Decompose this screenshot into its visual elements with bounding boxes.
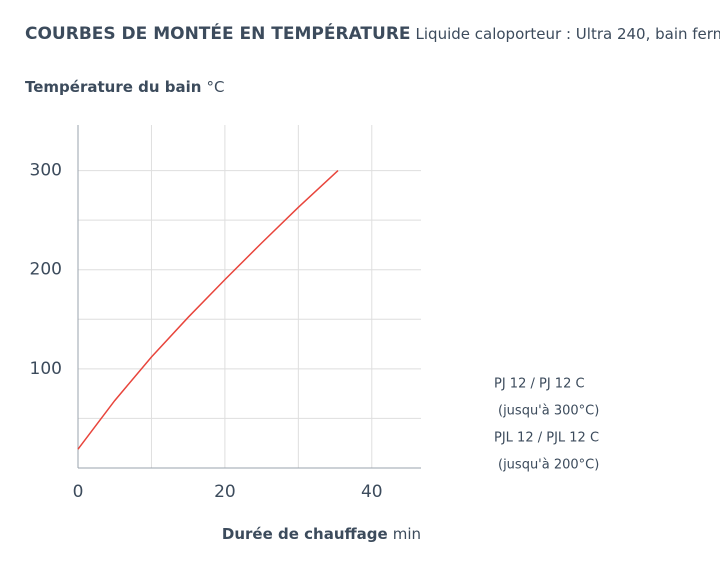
line xyxy=(77,170,339,450)
y-axis-label: Température du bain °C xyxy=(25,78,224,96)
x-tick-label: 40 xyxy=(361,482,383,502)
legend-note: (jusqu'à 200°C) xyxy=(498,458,599,473)
subtitle: Liquide caloporteur : Ultra 240, bain fe… xyxy=(416,25,720,43)
x-unit: min xyxy=(393,525,421,543)
y-label: Température du bain xyxy=(25,78,201,96)
legend-note: PJL 12 / PJL 12 C xyxy=(494,431,599,446)
x-label: Durée de chauffage xyxy=(222,525,388,543)
title: COURBES DE MONTÉE EN TEMPÉRATURE xyxy=(25,22,411,44)
y-tick-label: 300 xyxy=(30,161,62,181)
x-tick-label: 0 xyxy=(73,482,84,502)
x-tick-label: 20 xyxy=(214,482,236,502)
y-unit: °C xyxy=(206,78,224,96)
legend-note: PJ 12 / PJ 12 C xyxy=(494,377,585,392)
legend-note: (jusqu'à 300°C) xyxy=(498,404,599,419)
y-tick-label: 200 xyxy=(30,260,62,280)
x-axis-label: Durée de chauffage min xyxy=(222,525,421,543)
y-tick-label: 100 xyxy=(30,359,62,379)
chart-title: COURBES DE MONTÉE EN TEMPÉRATURE Liquide … xyxy=(25,22,720,44)
